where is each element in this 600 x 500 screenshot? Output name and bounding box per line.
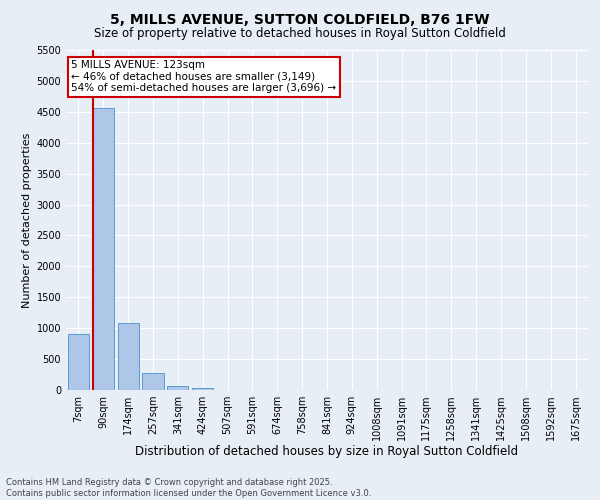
Y-axis label: Number of detached properties: Number of detached properties xyxy=(22,132,32,308)
Text: 5 MILLS AVENUE: 123sqm
← 46% of detached houses are smaller (3,149)
54% of semi-: 5 MILLS AVENUE: 123sqm ← 46% of detached… xyxy=(71,60,337,94)
Text: 5, MILLS AVENUE, SUTTON COLDFIELD, B76 1FW: 5, MILLS AVENUE, SUTTON COLDFIELD, B76 1… xyxy=(110,12,490,26)
Bar xyxy=(142,372,164,390)
Text: Contains HM Land Registry data © Crown copyright and database right 2025.
Contai: Contains HM Land Registry data © Crown c… xyxy=(6,478,371,498)
Bar xyxy=(167,386,188,390)
Bar xyxy=(68,334,89,390)
Bar xyxy=(192,388,213,390)
Text: Size of property relative to detached houses in Royal Sutton Coldfield: Size of property relative to detached ho… xyxy=(94,28,506,40)
Bar xyxy=(93,108,114,390)
X-axis label: Distribution of detached houses by size in Royal Sutton Coldfield: Distribution of detached houses by size … xyxy=(136,444,518,458)
Bar xyxy=(118,323,139,390)
